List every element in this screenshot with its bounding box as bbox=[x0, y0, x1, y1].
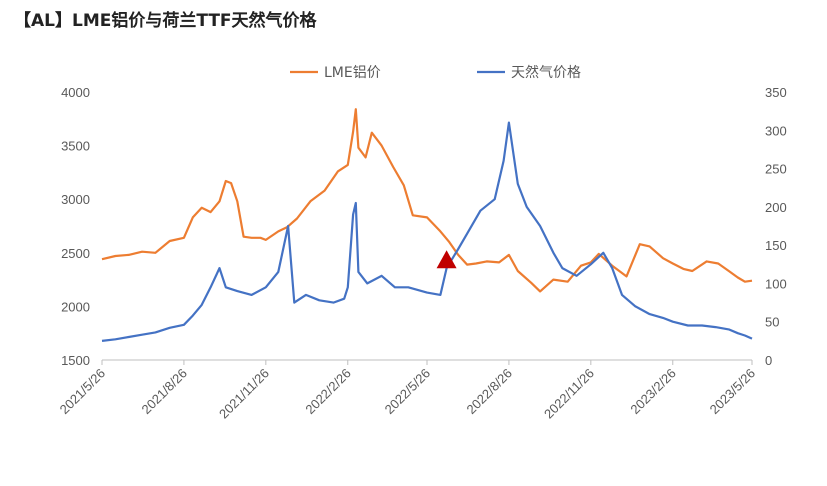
y-right-tick-label: 0 bbox=[765, 353, 772, 368]
legend: LME铝价 天然气价格 bbox=[290, 64, 581, 81]
y-right-tick-label: 50 bbox=[765, 315, 779, 330]
x-tick-label: 2022/2/26 bbox=[302, 366, 354, 418]
y-left-tick-label: 3500 bbox=[61, 139, 90, 154]
marker-layer bbox=[436, 250, 457, 269]
y-axis-right: 0 50 100 150 200 250 300 350 bbox=[765, 85, 787, 368]
x-tick-label: 2021/11/26 bbox=[216, 366, 272, 422]
y-left-tick-label: 1500 bbox=[61, 353, 90, 368]
series-line-gas-price bbox=[101, 121, 753, 342]
chart-title: 【AL】LME铝价与荷兰TTF天然气价格 bbox=[14, 11, 317, 31]
x-tick-label: 2022/8/26 bbox=[464, 366, 516, 418]
y-right-tick-label: 100 bbox=[765, 276, 787, 291]
series-line-lme-aluminium bbox=[101, 108, 753, 293]
y-right-tick-label: 250 bbox=[765, 162, 787, 177]
y-right-tick-label: 350 bbox=[765, 85, 787, 100]
x-tick-label: 2022/5/26 bbox=[382, 366, 434, 418]
x-tick-label: 2023/2/26 bbox=[627, 366, 679, 418]
y-left-tick-label: 4000 bbox=[61, 85, 90, 100]
series-layer bbox=[101, 108, 753, 342]
y-left-tick-label: 2500 bbox=[61, 246, 90, 261]
y-axis-left: 1500 2000 2500 3000 3500 4000 bbox=[61, 85, 90, 368]
x-tick-label: 2023/5/26 bbox=[707, 366, 759, 418]
legend-label: LME铝价 bbox=[324, 65, 381, 81]
y-left-tick-label: 2000 bbox=[61, 299, 90, 314]
y-right-tick-label: 150 bbox=[765, 238, 787, 253]
x-tick-label: 2021/5/26 bbox=[57, 366, 109, 418]
x-tick-label: 2022/11/26 bbox=[541, 366, 597, 422]
x-tick-label: 2021/8/26 bbox=[139, 366, 191, 418]
y-right-tick-label: 200 bbox=[765, 200, 787, 215]
legend-label: 天然气价格 bbox=[511, 64, 581, 81]
y-left-tick-label: 3000 bbox=[61, 192, 90, 207]
x-axis: 2021/5/26 2021/8/26 2021/11/26 2022/2/26 202… bbox=[57, 359, 759, 422]
triangle-marker bbox=[436, 250, 457, 269]
y-right-tick-label: 300 bbox=[765, 123, 787, 138]
